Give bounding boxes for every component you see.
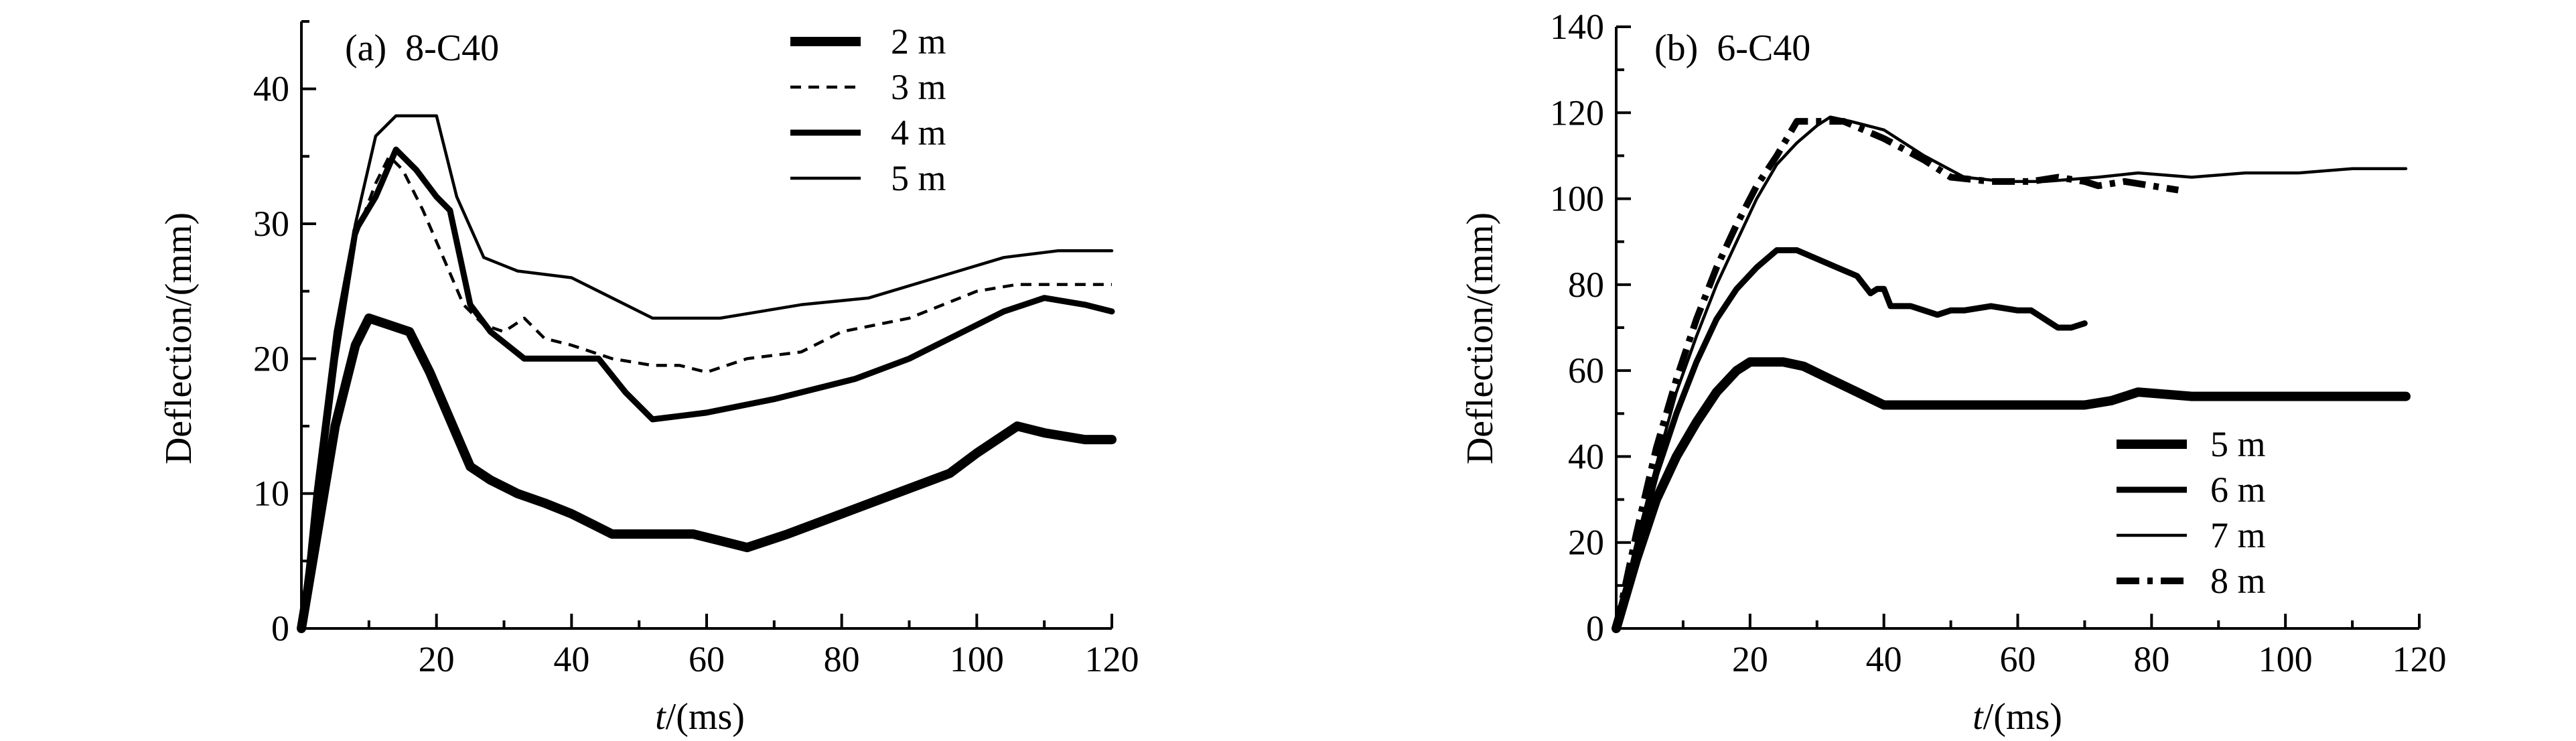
legend-label: 7 m (2210, 515, 2266, 555)
panel-a-legend: 2 m 3 m 4 m 5 m (790, 21, 946, 198)
y-tick-label: 100 (1550, 179, 1604, 219)
x-tick-label: 80 (2133, 639, 2169, 679)
series-line-5m (299, 114, 1114, 630)
y-tick-label: 120 (1550, 92, 1604, 133)
x-tick-label: 120 (2392, 639, 2447, 679)
y-tick-label: 10 (253, 474, 289, 514)
y-tick-label: 30 (253, 204, 289, 244)
x-tick-label: 120 (1085, 639, 1139, 679)
panel-a-title: (a) 8-C40 (345, 27, 499, 69)
panel-a-x-axis-title-italic: t (655, 696, 666, 738)
panel-b-series (1612, 115, 2411, 633)
series-line-3m (299, 155, 1112, 629)
series-line-4m (298, 146, 1115, 632)
panel-a-series (297, 114, 1117, 633)
legend-label: 6 m (2210, 470, 2266, 510)
y-tick-label: 20 (253, 338, 289, 379)
y-tick-label: 0 (1586, 608, 1604, 649)
y-tick-label: 60 (1568, 350, 1604, 391)
y-tick-label: 140 (1550, 7, 1604, 47)
panel-b: 0 20 40 60 80 100 120 140 20 40 60 80 100 120 (b) 6-C… (1459, 7, 2447, 738)
legend-label: 5 m (891, 158, 946, 198)
panel-a-axes: 0 10 20 30 40 20 40 60 80 100 120 (253, 20, 1139, 679)
y-tick-label: 40 (1568, 436, 1604, 476)
x-tick-label: 40 (1866, 639, 1902, 679)
x-tick-label: 60 (689, 639, 725, 679)
x-tick-label: 100 (950, 639, 1004, 679)
y-tick-label: 20 (1568, 523, 1604, 563)
panel-a: 0 10 20 30 40 20 40 60 80 100 120 (a) 8-C40 2 m 3 m… (158, 20, 1139, 738)
panel-b-x-axis-title-italic: t (1973, 696, 1984, 738)
series-line-6m (1613, 247, 2088, 632)
series-line-2m (297, 313, 1117, 633)
legend-label: 3 m (891, 67, 946, 107)
x-tick-label: 20 (419, 639, 455, 679)
legend-label: 4 m (891, 113, 946, 153)
x-tick-label: 80 (824, 639, 860, 679)
x-tick-label: 60 (2000, 639, 2036, 679)
series-line-8m (1613, 118, 2179, 630)
y-tick-label: 0 (271, 608, 289, 649)
panel-b-y-axis-title: Deflection/(mm) (1459, 212, 1501, 464)
panel-b-x-axis-title: t/(ms) (1973, 696, 2062, 738)
legend-label: 5 m (2210, 424, 2266, 464)
panel-b-x-axis-title-unit: /(ms) (1983, 696, 2062, 738)
panel-a-x-axis-title-unit: /(ms) (666, 696, 745, 738)
x-tick-label: 20 (1732, 639, 1768, 679)
panel-b-axes: 0 20 40 60 80 100 120 140 20 40 60 80 100 120 (1550, 7, 2447, 679)
panel-a-x-axis-title: t/(ms) (655, 696, 745, 738)
panel-b-legend: 5 m 6 m 7 m 8 m (2117, 424, 2266, 601)
y-tick-label: 80 (1568, 265, 1604, 305)
x-tick-label: 100 (2259, 639, 2313, 679)
panel-a-y-axis-title: Deflection/(mm) (158, 212, 200, 464)
y-tick-label: 40 (253, 69, 289, 109)
x-tick-label: 40 (553, 639, 589, 679)
series-line-5m (1612, 357, 2411, 633)
legend-label: 2 m (891, 21, 946, 62)
legend-label: 8 m (2210, 561, 2266, 601)
panel-b-title: (b) 6-C40 (1654, 27, 1810, 69)
